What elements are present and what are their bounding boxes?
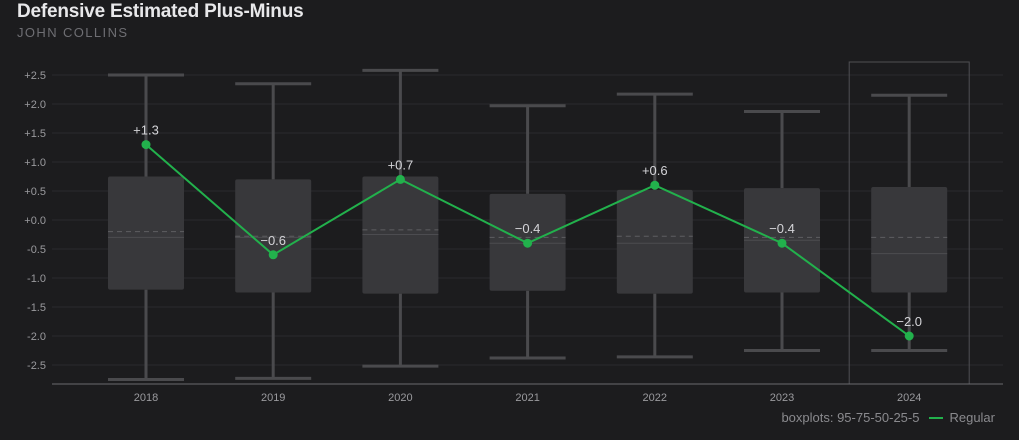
boxplot-box xyxy=(616,189,693,294)
series-point[interactable] xyxy=(904,331,914,341)
y-tick-label: -0.5 xyxy=(27,244,46,256)
series-point[interactable] xyxy=(523,238,533,248)
x-tick-label: 2021 xyxy=(515,392,539,404)
y-tick-label: +2.0 xyxy=(24,99,46,111)
data-label: +1.3 xyxy=(133,123,159,138)
y-tick-label: +0.5 xyxy=(24,186,46,198)
data-label: +0.7 xyxy=(388,157,414,172)
data-label: −0.4 xyxy=(515,221,541,236)
series-point[interactable] xyxy=(268,250,278,260)
x-tick-label: 2024 xyxy=(897,392,921,404)
legend-label-regular[interactable]: Regular xyxy=(949,410,995,425)
y-tick-label: -2.5 xyxy=(27,360,46,372)
y-tick-label: +1.0 xyxy=(24,157,46,169)
y-tick-label: +0.0 xyxy=(24,215,46,227)
boxplot-note: boxplots: 95-75-50-25-5 xyxy=(781,410,920,425)
data-label: −2.0 xyxy=(896,314,922,329)
chart-footer: boxplots: 95-75-50-25-5 Regular xyxy=(781,410,995,425)
legend-line-icon xyxy=(929,416,944,419)
data-label: +0.6 xyxy=(642,163,668,178)
data-label: −0.4 xyxy=(769,221,795,236)
y-tick-label: -1.5 xyxy=(27,302,46,314)
x-tick-label: 2023 xyxy=(770,392,794,404)
y-tick-label: +2.5 xyxy=(24,70,46,82)
x-tick-label: 2020 xyxy=(388,392,412,404)
boxplot-box xyxy=(362,176,439,294)
boxplot-box xyxy=(108,176,184,290)
x-tick-label: 2019 xyxy=(261,392,285,404)
x-tick-label: 2022 xyxy=(643,392,667,404)
x-tick-label: 2018 xyxy=(134,392,158,404)
data-label: −0.6 xyxy=(260,233,286,248)
series-point[interactable] xyxy=(141,140,151,150)
series-point[interactable] xyxy=(777,238,787,248)
series-point[interactable] xyxy=(650,180,660,190)
player-name: JOHN COLLINS xyxy=(17,25,129,40)
chart-title: Defensive Estimated Plus-Minus xyxy=(17,1,304,22)
y-tick-label: +1.5 xyxy=(24,128,46,140)
y-tick-label: -1.0 xyxy=(27,273,46,285)
y-tick-label: -2.0 xyxy=(27,331,46,343)
series-point[interactable] xyxy=(395,174,405,184)
boxplot-box xyxy=(871,186,948,293)
